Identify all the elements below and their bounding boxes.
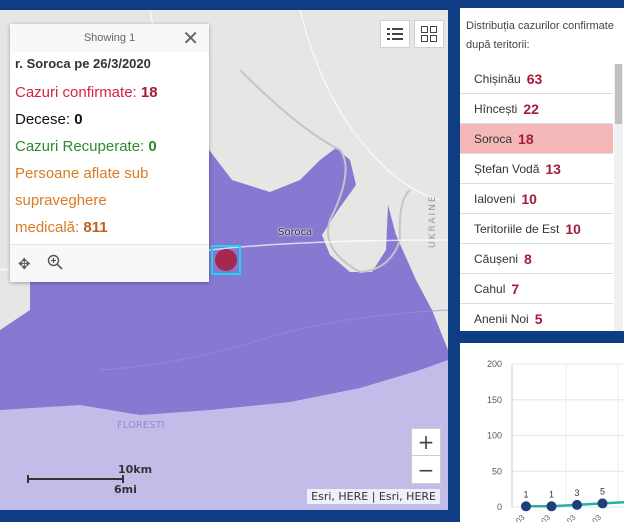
deaths-label: Decese:: [15, 111, 71, 128]
cases-chart-panel: 200 150 100 50 0 1 1 3 5 03 03 03 03: [460, 343, 624, 522]
move-icon[interactable]: ✥: [18, 254, 31, 273]
deaths-row: Decese: 0: [15, 106, 203, 133]
supervised-label-line2: supraveghere: [15, 192, 107, 209]
list-item-name: Ștefan Vodă: [474, 161, 540, 176]
supervised-value: 811: [83, 219, 108, 236]
close-icon[interactable]: ✕: [182, 26, 199, 50]
list-item-name: Hîncești: [474, 101, 518, 116]
list-item-value: 7: [511, 280, 520, 297]
confirmed-label: Cazuri confirmate:: [15, 84, 137, 101]
list-item[interactable]: Anenii Noi 5: [460, 304, 613, 331]
list-item-value: 10: [565, 220, 581, 237]
popup-title: r. Soroca pe 26/3/2020: [15, 56, 151, 71]
scale-bar: 10km 6mi: [27, 463, 157, 505]
list-item[interactable]: Cahul 7: [460, 274, 613, 304]
list-item-selected[interactable]: Soroca 18: [460, 124, 613, 154]
data-label: 3: [574, 488, 579, 498]
x-tick-label: 03: [590, 513, 603, 522]
marker-dot: [215, 249, 237, 271]
list-item[interactable]: Căușeni 8: [460, 244, 613, 274]
scale-bar-graphic: [27, 475, 124, 483]
y-tick-label: 100: [487, 431, 502, 441]
popup-count: Showing 1: [83, 32, 136, 44]
y-tick-label: 150: [487, 395, 502, 405]
list-item-name: Cahul: [474, 281, 506, 296]
data-label: 1: [549, 489, 554, 499]
list-item[interactable]: Hîncești 22: [460, 94, 613, 124]
y-tick-label: 0: [497, 502, 502, 512]
legend-icon: [387, 28, 403, 40]
y-tick-label: 50: [492, 466, 502, 476]
list-item-value: 10: [521, 190, 537, 207]
map-toolbar: [380, 20, 444, 48]
supervised-row: Persoane aflate sub supraveghere medical…: [15, 160, 203, 241]
zoom-to-icon[interactable]: [47, 254, 63, 274]
list-item-name: Căușeni: [474, 251, 519, 266]
map-terrain: [0, 10, 448, 510]
list-item-value: 13: [545, 160, 561, 177]
list-item-name: Anenii Noi: [474, 311, 529, 326]
list-header: Distribuția cazurilor confirmate după te…: [466, 20, 614, 51]
legend-button[interactable]: [380, 20, 410, 48]
list-item-value: 5: [534, 310, 543, 327]
confirmed-value: 18: [140, 84, 158, 101]
data-label: 5: [600, 486, 605, 496]
map-attribution[interactable]: Esri, HERE | Esri, HERE: [307, 489, 440, 504]
x-tick-label: 03: [539, 513, 552, 522]
list-item[interactable]: Ștefan Vodă 13: [460, 154, 613, 184]
confirmed-row: Cazuri confirmate: 18: [15, 79, 203, 106]
data-point: [597, 498, 608, 509]
popup-footer: ✥: [10, 244, 209, 282]
list-item-name: Teritoriile de Est: [474, 221, 560, 236]
y-tick-label: 200: [487, 359, 502, 369]
zoom-in-button[interactable]: +: [412, 429, 440, 456]
basemap-gallery-button[interactable]: [414, 20, 444, 48]
popup-body: r. Soroca pe 26/3/2020 Cazuri confirmate…: [10, 52, 209, 241]
place-label-floresti: FLORESTI: [117, 420, 165, 431]
list-item-name: Soroca: [474, 131, 513, 146]
supervised-label-line1: Persoane aflate sub: [15, 165, 149, 182]
recovered-value: 0: [148, 138, 157, 155]
list-item-value: 63: [526, 70, 543, 87]
x-tick-label: 03: [565, 513, 578, 522]
feature-popup: Showing 1 ✕ r. Soroca pe 26/3/2020 Cazur…: [10, 24, 209, 282]
deaths-value: 0: [74, 111, 83, 128]
list-item[interactable]: Teritoriile de Est 10: [460, 214, 613, 244]
x-tick-label: 03: [514, 513, 527, 522]
territory-list: Chișinău 63 Hîncești 22 Soroca 18 Ștefan Vo…: [460, 64, 624, 331]
recovered-row: Cazuri Recuperate: 0: [15, 133, 203, 160]
recovered-label: Cazuri Recuperate:: [15, 138, 145, 155]
popup-header: Showing 1 ✕: [10, 24, 209, 52]
zoom-control: + −: [411, 428, 441, 484]
map-view[interactable]: Soroca UKRAINE FLORESTI + − 10km 6mi Esr…: [0, 10, 448, 510]
list-item-name: Chișinău: [474, 71, 521, 86]
supervised-label-line3: medicală:: [15, 219, 80, 236]
list-item-value: 18: [518, 130, 534, 147]
data-label: 1: [523, 489, 528, 499]
place-label-ukraine: UKRAINE: [428, 194, 438, 248]
scale-mi-label: 6mi: [114, 483, 137, 496]
list-item-name: Ialoveni: [474, 191, 516, 206]
basemap-gallery-icon: [421, 26, 437, 42]
data-point: [521, 501, 531, 512]
data-point: [572, 499, 582, 510]
list-item-value: 8: [524, 250, 532, 267]
list-item-value: 22: [523, 100, 539, 117]
place-label-soroca: Soroca: [278, 227, 313, 238]
zoom-out-button[interactable]: −: [417, 457, 435, 482]
list-item[interactable]: Chișinău 63: [460, 64, 613, 94]
scale-km-label: 10km: [118, 463, 153, 476]
list-item[interactable]: Ialoveni 10: [460, 184, 613, 214]
list-scrollbar[interactable]: [614, 64, 623, 331]
cases-chart: 200 150 100 50 0 1 1 3 5 03 03 03 03: [487, 359, 624, 522]
territory-list-panel: Distribuția cazurilor confirmate după te…: [460, 8, 624, 331]
data-point: [546, 501, 557, 512]
list-scrollbar-thumb[interactable]: [615, 64, 622, 124]
selected-district-marker[interactable]: [211, 245, 241, 275]
